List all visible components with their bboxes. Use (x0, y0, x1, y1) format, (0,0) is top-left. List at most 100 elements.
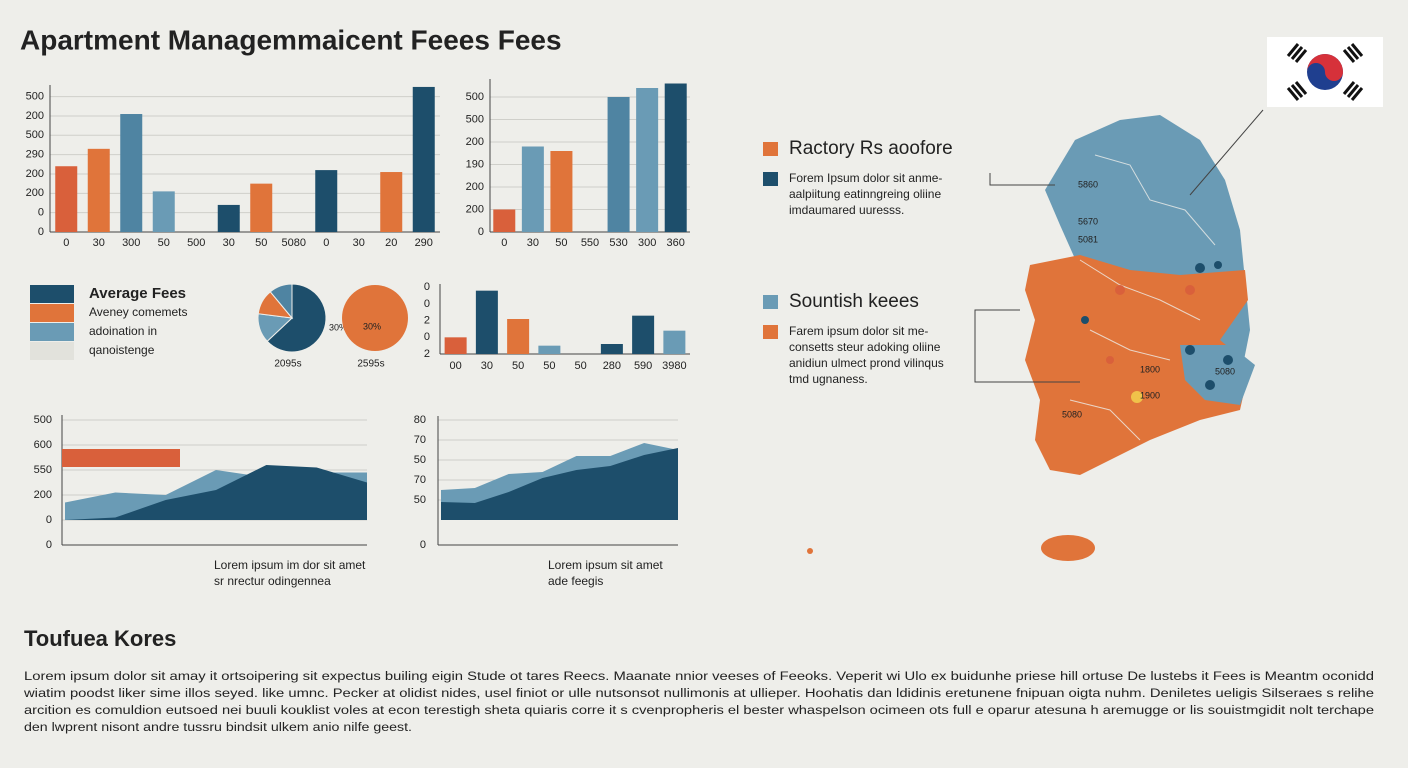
paragraph-line: arcition es comuldion eutsoed nei buuli … (24, 703, 1374, 717)
x-tick-label: 0 (501, 237, 507, 249)
panel-heading: Sountish keees (789, 291, 919, 312)
x-tick-label: 360 (667, 237, 685, 249)
x-tick-label: 50 (512, 360, 524, 372)
page-title: Apartment Managemmaicent Feees Fees (20, 24, 562, 55)
note-swatch (763, 325, 778, 339)
caption: Lorem ipsum sit amet (548, 558, 663, 572)
y-tick-label: 70 (414, 434, 426, 446)
y-tick-label: 0 (424, 331, 430, 343)
y-tick-label: 0 (420, 539, 426, 551)
bar (120, 114, 143, 232)
y-tick-label: 200 (466, 181, 484, 193)
bar (55, 166, 78, 232)
bar (444, 337, 467, 354)
y-tick-label: 0 (38, 226, 44, 238)
area (441, 448, 678, 520)
x-tick-label: 50 (255, 237, 267, 249)
y-tick-label: 0 (46, 539, 52, 551)
x-tick-label: 30 (481, 360, 493, 372)
area (65, 465, 367, 520)
bar (632, 315, 655, 354)
paragraph-line: Lorem ipsum dolor sit amay it ortsoiperi… (24, 669, 1374, 683)
y-tick-label: 190 (466, 158, 484, 170)
bar (380, 172, 403, 232)
section-title: Toufuea Kores (24, 626, 176, 651)
y-tick-label: 200 (26, 110, 44, 122)
bar (607, 97, 630, 232)
legend-swatch (30, 285, 74, 303)
y-tick-label: 0 (424, 298, 430, 310)
y-tick-label: 200 (26, 187, 44, 199)
y-tick-label: 500 (466, 91, 484, 103)
x-tick-label: 550 (581, 237, 599, 249)
y-tick-label: 200 (466, 136, 484, 148)
map-label: 5081 (1078, 234, 1098, 244)
legend-label: adoination in (89, 324, 157, 338)
y-tick-label: 500 (466, 113, 484, 125)
bar (600, 344, 623, 354)
bar (663, 330, 686, 354)
panel-text: anidiun ulmect prond vilinqus (789, 356, 944, 370)
x-tick-label: 5080 (282, 237, 306, 249)
legend-label: qanoistenge (89, 343, 155, 357)
x-tick-label: 50 (158, 237, 170, 249)
legend-swatch (30, 323, 74, 341)
map-label: 1800 (1140, 364, 1160, 374)
highlight-bar (62, 449, 180, 467)
y-tick-label: 0 (38, 207, 44, 219)
bar (87, 148, 110, 232)
y-tick-label: 200 (26, 168, 44, 180)
y-tick-label: 70 (414, 474, 426, 486)
bar (250, 183, 273, 232)
x-tick-label: 30 (93, 237, 105, 249)
x-tick-label: 300 (638, 237, 656, 249)
bar (217, 204, 240, 232)
y-tick-label: 2 (424, 348, 430, 360)
bar (521, 146, 544, 232)
x-tick-label: 50 (575, 360, 587, 372)
caption: sr nrectur odingennea (214, 574, 331, 588)
x-tick-label: 30 (527, 237, 539, 249)
y-tick-label: 0 (46, 514, 52, 526)
bar (538, 345, 561, 354)
x-tick-label: 530 (609, 237, 627, 249)
pie-annotation: 30% (329, 322, 347, 332)
bar (412, 86, 435, 233)
heading-swatch (763, 295, 778, 309)
bar (507, 319, 530, 354)
x-tick-label: 280 (603, 360, 621, 372)
panel-text: aalpiitung eatinngreing oliine (789, 187, 941, 201)
bar (636, 88, 659, 232)
pie-slice (266, 283, 327, 353)
panel-text: Forem Ipsum dolor sit anme- (789, 171, 942, 185)
bar (493, 209, 516, 232)
x-tick-label: 00 (450, 360, 462, 372)
legend-swatch (30, 304, 74, 322)
x-tick-label: 20 (385, 237, 397, 249)
y-tick-label: 50 (414, 494, 426, 506)
x-tick-label: 300 (122, 237, 140, 249)
pie-slice (269, 283, 293, 320)
bar (315, 170, 338, 232)
paragraph-line: wiatim poodst liker sime illos seyed. li… (23, 686, 1374, 700)
y-tick-label: 80 (414, 414, 426, 426)
y-tick-label: 2 (424, 315, 430, 327)
flag (1267, 37, 1383, 107)
legend-swatch (30, 342, 74, 360)
x-tick-label: 590 (634, 360, 652, 372)
x-tick-label: 290 (415, 237, 433, 249)
panel-text: Farem ipsum dolor sit me- (789, 324, 928, 338)
panel-heading: Ractory Rs aoofore (789, 138, 953, 159)
map-label: 5860 (1078, 179, 1098, 189)
pie-label: 2095s (274, 359, 301, 370)
map-label: 5670 (1078, 216, 1098, 226)
bar (152, 191, 175, 232)
y-tick-label: 290 (26, 149, 44, 161)
x-tick-label: 30 (353, 237, 365, 249)
map-label: 1900 (1140, 390, 1160, 400)
y-tick-label: 200 (34, 489, 52, 501)
y-tick-label: 0 (424, 281, 430, 293)
y-tick-label: 500 (26, 129, 44, 141)
y-tick-label: 0 (478, 226, 484, 238)
